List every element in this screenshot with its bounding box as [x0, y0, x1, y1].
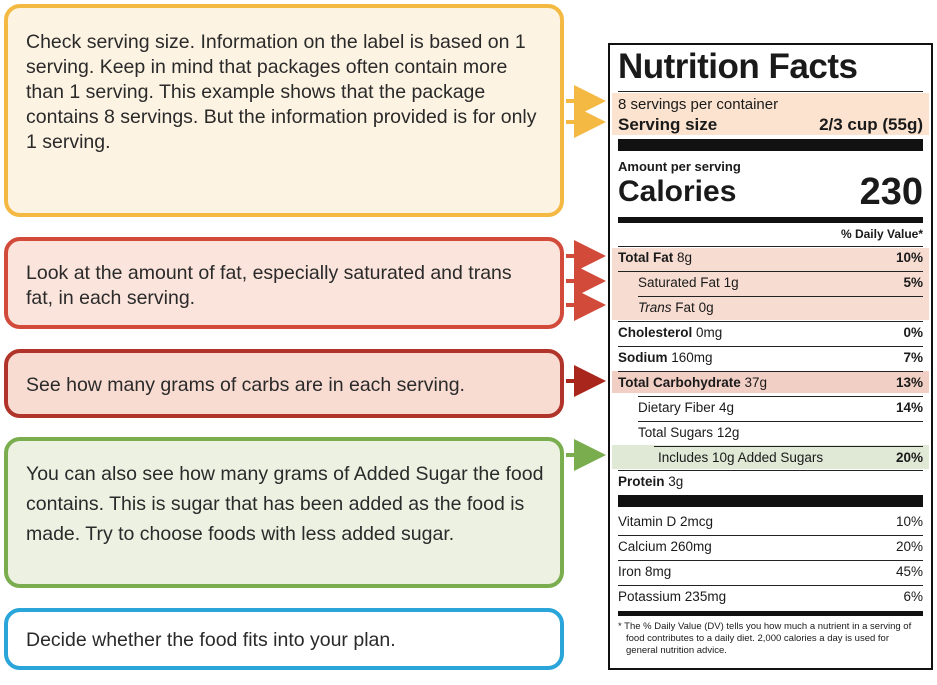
nutrient-row: Saturated Fat 1g 5%: [638, 275, 923, 290]
medium-bar: [618, 217, 923, 223]
serving-size-row: Serving size 2/3 cup (55g): [618, 115, 923, 135]
fat-arrows: [566, 240, 606, 321]
added-sugar-callout: You can also see how many grams of Added…: [4, 437, 564, 588]
nutrient-row: Total Sugars 12g: [638, 425, 740, 440]
amount-per-serving: Amount per serving: [618, 159, 741, 174]
fat-highlight: [612, 248, 929, 320]
fat-callout: Look at the amount of fat, especially sa…: [4, 237, 564, 329]
vitamin-row: Vitamin D 2mcg 10%: [618, 514, 923, 529]
vitamin-row: Potassium 235mg 6%: [618, 589, 923, 604]
medium-bar: [618, 611, 923, 616]
dv-header: % Daily Value*: [840, 227, 923, 241]
footnote: * The % Daily Value (DV) tells you how m…: [618, 621, 912, 656]
servings-per-container: 8 servings per container: [618, 96, 779, 113]
sugar-highlight: [612, 445, 929, 469]
nutrient-row: Includes 10g Added Sugars 20%: [658, 450, 923, 465]
serving-size-value: 2/3 cup (55g): [819, 115, 923, 134]
serving-size-callout: Check serving size. Information on the l…: [4, 4, 564, 217]
thick-bar: [618, 139, 923, 151]
nutrient-row: Protein 3g: [618, 474, 684, 489]
calories-label: Calories: [618, 175, 737, 208]
nutrient-row: Trans Fat 0g: [638, 300, 714, 315]
nutrient-row: Sodium 160mg 7%: [618, 350, 923, 365]
calories-row: Calories 230: [618, 171, 923, 213]
nutrient-row: Total Carbohydrate 37g 13%: [618, 375, 923, 390]
thick-bar: [618, 495, 923, 507]
calories-value: 230: [859, 171, 923, 213]
divider: [618, 91, 923, 92]
nutrient-row: Dietary Fiber 4g 14%: [638, 400, 923, 415]
plan-callout: Decide whether the food fits into your p…: [4, 608, 564, 670]
nutrition-facts-label: Nutrition Facts 8 servings per container…: [608, 43, 933, 670]
serving-arrows: [566, 85, 606, 138]
vitamin-row: Calcium 260mg 20%: [618, 539, 923, 554]
vitamin-row: Iron 8mg 45%: [618, 564, 923, 579]
serving-size-label: Serving size: [618, 115, 718, 134]
nutrient-row: Total Fat 8g 10%: [618, 250, 923, 265]
carb-highlight: [612, 371, 929, 393]
carbs-callout: See how many grams of carbs are in each …: [4, 349, 564, 418]
serving-highlight: [612, 93, 929, 135]
nutrient-row: Cholesterol 0mg 0%: [618, 325, 923, 340]
label-title: Nutrition Facts: [618, 47, 858, 86]
